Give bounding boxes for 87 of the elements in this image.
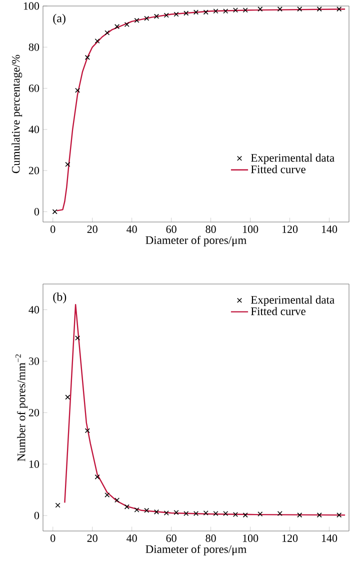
point bbox=[144, 16, 150, 21]
point bbox=[104, 30, 110, 36]
point bbox=[144, 508, 150, 513]
y-tick-label: 20 bbox=[28, 408, 40, 416]
x-tick-label: 0 bbox=[50, 534, 56, 542]
point bbox=[84, 428, 90, 434]
point bbox=[124, 22, 130, 28]
annotation: (a) bbox=[53, 14, 66, 25]
x-tick-label: 40 bbox=[126, 226, 137, 233]
point bbox=[134, 507, 140, 512]
y-axis-title: Number of pores/mm$^{−2}$ bbox=[15, 354, 28, 462]
y-tick-label: 60 bbox=[28, 84, 40, 92]
point bbox=[232, 512, 238, 518]
point bbox=[174, 510, 179, 515]
y-tick-label: 0 bbox=[34, 512, 40, 520]
point bbox=[65, 394, 70, 400]
point bbox=[277, 510, 282, 516]
x-tick-label: 80 bbox=[206, 534, 216, 542]
point bbox=[114, 24, 120, 30]
legend-label: Fitted curve bbox=[250, 307, 306, 316]
point bbox=[164, 510, 169, 516]
x-tick-label: 120 bbox=[282, 226, 298, 233]
point bbox=[297, 512, 302, 518]
x-tick-label: 0 bbox=[50, 226, 56, 233]
y-tick-label: 80 bbox=[28, 43, 40, 51]
annotation: (b) bbox=[53, 292, 66, 304]
point bbox=[75, 336, 80, 341]
point bbox=[193, 510, 199, 516]
point bbox=[154, 14, 160, 19]
point bbox=[75, 88, 80, 93]
point bbox=[203, 510, 208, 516]
x-tick-label: 100 bbox=[243, 226, 258, 233]
x-axis-title: Diameter of pores/μm bbox=[146, 236, 246, 246]
legend-label: Experimental data bbox=[250, 296, 334, 306]
y-tick-label: 30 bbox=[29, 357, 40, 365]
point bbox=[174, 12, 179, 17]
legend-label: Experimental data bbox=[250, 154, 334, 164]
point bbox=[124, 504, 130, 510]
x-axis-title: Diameter of pores/μm bbox=[146, 544, 246, 556]
y-tick-label: 10 bbox=[29, 460, 40, 468]
x-tick-label: 120 bbox=[282, 534, 298, 542]
x-tick-label: 40 bbox=[126, 534, 137, 542]
x-tick-label: 140 bbox=[322, 226, 338, 233]
point bbox=[213, 510, 218, 516]
x-tick-label: 20 bbox=[87, 534, 98, 542]
point bbox=[316, 6, 322, 12]
point bbox=[184, 10, 189, 16]
x-tick-label: 80 bbox=[206, 226, 216, 233]
point bbox=[65, 162, 70, 167]
x-tick-label: 100 bbox=[243, 534, 258, 542]
legend-label: Fitted curve bbox=[250, 165, 306, 174]
point bbox=[84, 54, 90, 60]
point bbox=[297, 6, 302, 12]
point bbox=[184, 510, 189, 516]
point bbox=[316, 512, 322, 518]
y-tick-label: 100 bbox=[24, 2, 40, 10]
point bbox=[94, 474, 100, 480]
point bbox=[336, 512, 342, 518]
y-tick-label: 0 bbox=[34, 208, 40, 216]
point bbox=[154, 509, 160, 514]
point bbox=[223, 510, 228, 516]
point bbox=[55, 502, 60, 508]
point bbox=[164, 12, 169, 18]
point bbox=[242, 512, 248, 518]
point bbox=[336, 6, 342, 12]
point bbox=[277, 6, 282, 12]
point bbox=[258, 511, 263, 517]
point bbox=[134, 18, 140, 23]
point bbox=[242, 8, 248, 13]
x-tick-label: 140 bbox=[322, 534, 338, 542]
point bbox=[104, 492, 110, 498]
y-tick-label: 20 bbox=[28, 166, 40, 174]
y-axis-title: Cumulative percentage/% bbox=[12, 54, 22, 174]
point bbox=[94, 38, 100, 44]
x-tick-label: 20 bbox=[87, 226, 98, 233]
y-tick-label: 40 bbox=[28, 306, 40, 314]
point bbox=[203, 10, 208, 15]
y-tick-label: 40 bbox=[28, 126, 40, 134]
point bbox=[258, 6, 263, 12]
x-tick-label: 60 bbox=[166, 534, 176, 542]
point bbox=[213, 8, 218, 14]
point bbox=[232, 8, 238, 13]
point bbox=[223, 8, 228, 14]
point bbox=[114, 498, 120, 503]
x-tick-label: 60 bbox=[166, 226, 176, 233]
point bbox=[193, 10, 199, 15]
point bbox=[52, 209, 58, 214]
